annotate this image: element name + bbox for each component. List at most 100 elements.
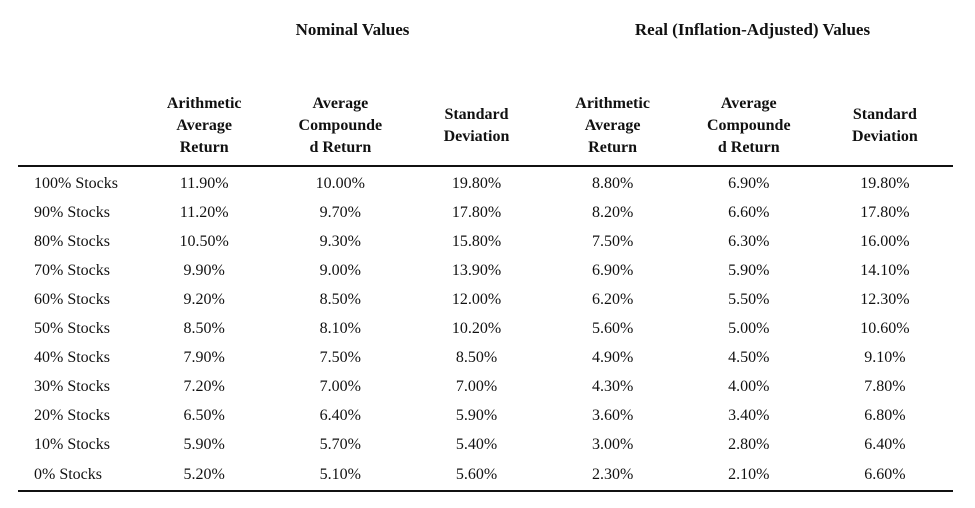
table-cell: 6.40% — [864, 435, 906, 453]
table-row: 20% Stocks 6.50% 6.40% 5.90% 3.60% 3.40%… — [18, 401, 953, 430]
table-row: 90% Stocks 11.20% 9.70% 17.80% 8.20% 6.6… — [18, 198, 953, 227]
table-cell: 9.20% — [183, 290, 225, 308]
table-cell: 7.90% — [183, 348, 225, 366]
table-cell: 2.80% — [728, 435, 770, 453]
row-label: 90% Stocks — [34, 203, 110, 221]
table-row: 30% Stocks 7.20% 7.00% 7.00% 4.30% 4.00%… — [18, 372, 953, 401]
row-label: 20% Stocks — [34, 406, 110, 424]
header-real-average-compounded-return: Average Compounde d Return — [680, 90, 817, 167]
table-row: 40% Stocks 7.90% 7.50% 8.50% 4.90% 4.50%… — [18, 343, 953, 372]
table-cell: 17.80% — [451, 203, 502, 221]
header-line: Average — [176, 117, 233, 134]
header-line: Arithmetic — [166, 95, 242, 112]
table-cell: 5.20% — [136, 459, 273, 492]
table-cell: 6.80% — [864, 406, 906, 424]
table-row: 70% Stocks 9.90% 9.00% 13.90% 6.90% 5.90… — [18, 256, 953, 285]
row-label: 100% Stocks — [34, 174, 118, 192]
table-cell: 14.10% — [860, 261, 910, 279]
header-real-arithmetic-average-return: Arithmetic Average Return — [544, 90, 681, 167]
table-cell: 4.50% — [728, 348, 770, 366]
table-cell: 6.90% — [591, 261, 634, 279]
table-cell: 3.60% — [591, 406, 634, 424]
header-line: Deviation — [443, 128, 510, 145]
table-cell: 4.00% — [728, 377, 770, 395]
real-values-title: Real (Inflation-Adjusted) Values — [634, 20, 871, 39]
table-cell: 7.50% — [319, 348, 361, 366]
table-cell: 5.90% — [455, 406, 498, 424]
table-cell: 5.70% — [319, 435, 361, 453]
table-cell: 7.50% — [591, 232, 634, 250]
table-cell: 2.10% — [680, 459, 817, 492]
table-cell: 9.90% — [183, 261, 225, 279]
table-cell: 6.60% — [816, 459, 953, 492]
table-cell: 15.80% — [451, 232, 502, 250]
header-line: Standard — [852, 106, 917, 123]
table-cell: 5.40% — [455, 435, 498, 453]
table-cell: 6.90% — [728, 174, 770, 192]
table-cell: 7.20% — [183, 377, 225, 395]
table-cell: 5.60% — [408, 459, 545, 492]
table-cell: 10.50% — [179, 232, 229, 250]
header-nominal-average-compounded-return: Average Compounde d Return — [272, 90, 409, 167]
table-cell: 13.90% — [451, 261, 502, 279]
header-line: d Return — [309, 139, 372, 156]
header-line: Arithmetic — [575, 95, 650, 112]
table-row: 60% Stocks 9.20% 8.50% 12.00% 6.20% 5.50… — [18, 285, 953, 314]
row-label: 30% Stocks — [34, 377, 110, 395]
table-row: 10% Stocks 5.90% 5.70% 5.40% 3.00% 2.80%… — [18, 430, 953, 459]
header-line: Average — [720, 95, 777, 112]
table-cell: 10.00% — [315, 174, 365, 192]
table-row: 100% Stocks 11.90% 10.00% 19.80% 8.80% 6… — [18, 166, 953, 198]
table-cell: 11.20% — [179, 203, 229, 221]
table-cell: 5.90% — [183, 435, 225, 453]
table-cell: 6.60% — [728, 203, 770, 221]
table-cell: 12.30% — [860, 290, 910, 308]
row-label: 80% Stocks — [34, 232, 110, 250]
table-cell: 9.30% — [319, 232, 361, 250]
header-row: Arithmetic Average Return Average Compou… — [18, 90, 953, 167]
table-cell: 10.60% — [860, 319, 910, 337]
table-cell: 5.10% — [272, 459, 409, 492]
table-cell: 19.80% — [451, 174, 502, 192]
table-cell: 8.50% — [455, 348, 498, 366]
header-line: d Return — [717, 139, 780, 156]
row-label: 50% Stocks — [34, 319, 110, 337]
table-cell: 6.30% — [728, 232, 770, 250]
table-cell: 19.80% — [860, 174, 910, 192]
table-cell: 6.20% — [591, 290, 634, 308]
table-cell: 9.00% — [319, 261, 361, 279]
header-line: Average — [312, 95, 369, 112]
table-cell: 9.70% — [319, 203, 361, 221]
header-line: Compounde — [706, 117, 791, 134]
table-cell: 4.90% — [591, 348, 634, 366]
header-real-standard-deviation: Standard Deviation — [816, 90, 953, 167]
table-row: 0% Stocks 5.20% 5.10% 5.60% 2.30% 2.10% … — [18, 459, 953, 492]
table-cell: 9.10% — [864, 348, 906, 366]
table-cell: 8.80% — [591, 174, 634, 192]
table-cell: 5.50% — [728, 290, 770, 308]
row-label: 60% Stocks — [34, 290, 110, 308]
header-nominal-arithmetic-average-return: Arithmetic Average Return — [136, 90, 273, 167]
nominal-values-title: Nominal Values — [295, 20, 410, 39]
header-line: Standard — [444, 106, 509, 123]
table-cell: 3.00% — [591, 435, 634, 453]
table-cell: 8.20% — [591, 203, 634, 221]
table-cell: 11.90% — [179, 174, 229, 192]
header-line: Deviation — [852, 128, 918, 145]
row-label: 10% Stocks — [34, 435, 110, 453]
table-cell: 5.00% — [728, 319, 770, 337]
table-cell: 6.50% — [183, 406, 225, 424]
returns-table: Arithmetic Average Return Average Compou… — [18, 90, 953, 492]
header-line: Compounde — [298, 117, 383, 134]
table-cell: 5.60% — [591, 319, 634, 337]
table-cell: 3.40% — [728, 406, 770, 424]
table-cell: 8.50% — [183, 319, 225, 337]
table-cell: 17.80% — [860, 203, 910, 221]
header-line: Return — [179, 139, 229, 156]
table-cell: 10.20% — [451, 319, 502, 337]
table-row: 80% Stocks 10.50% 9.30% 15.80% 7.50% 6.3… — [18, 227, 953, 256]
header-row-label-cell — [18, 90, 137, 167]
row-label: 0% Stocks — [18, 459, 137, 492]
table-cell: 6.40% — [319, 406, 361, 424]
table-cell: 7.80% — [864, 377, 906, 395]
